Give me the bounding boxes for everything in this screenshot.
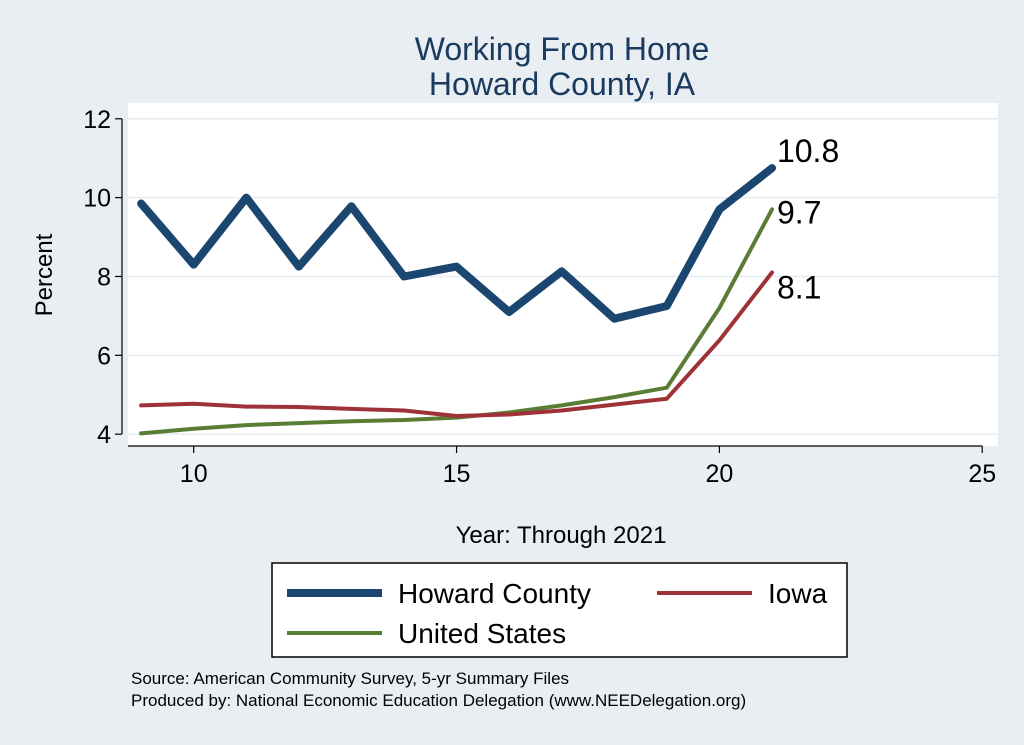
legend: Howard County Iowa United States — [271, 562, 848, 658]
series-lines — [137, 164, 776, 436]
series-line-howard-county — [137, 164, 776, 323]
end-label-united-states: 9.7 — [777, 194, 821, 230]
x-tick-label-25: 25 — [968, 460, 996, 488]
producer-note: Produced by: National Economic Education… — [131, 691, 746, 710]
y-axis-title: Percent — [31, 233, 58, 316]
y-tick-label-4: 4 — [97, 421, 111, 449]
end-labels: 10.8 8.1 9.7 — [777, 133, 839, 305]
x-tick-label-10: 10 — [180, 460, 208, 488]
end-label-iowa: 8.1 — [777, 270, 821, 306]
y-tick-label-8: 8 — [97, 263, 111, 291]
legend-label-iowa: Iowa — [768, 578, 828, 609]
chart-title-line-1: Working From Home — [415, 31, 710, 67]
x-tick-label-20: 20 — [705, 460, 733, 488]
source-note: Source: American Community Survey, 5-yr … — [131, 669, 569, 688]
y-tick-label-6: 6 — [97, 342, 111, 370]
end-label-howard-county: 10.8 — [777, 133, 839, 169]
legend-label-howard-county: Howard County — [398, 578, 591, 609]
legend-box — [271, 562, 848, 658]
x-axis-title: Year: Through 2021 — [456, 522, 667, 549]
x-tick-label-15: 15 — [443, 460, 471, 488]
legend-label-united-states: United States — [398, 618, 566, 649]
series-line-iowa — [139, 270, 774, 418]
y-tick-label-12: 12 — [83, 106, 111, 134]
axes: 4 6 8 10 12 10 15 20 25 — [83, 106, 996, 488]
y-tick-label-10: 10 — [83, 185, 111, 213]
chart-title-line-2: Howard County, IA — [429, 66, 696, 102]
